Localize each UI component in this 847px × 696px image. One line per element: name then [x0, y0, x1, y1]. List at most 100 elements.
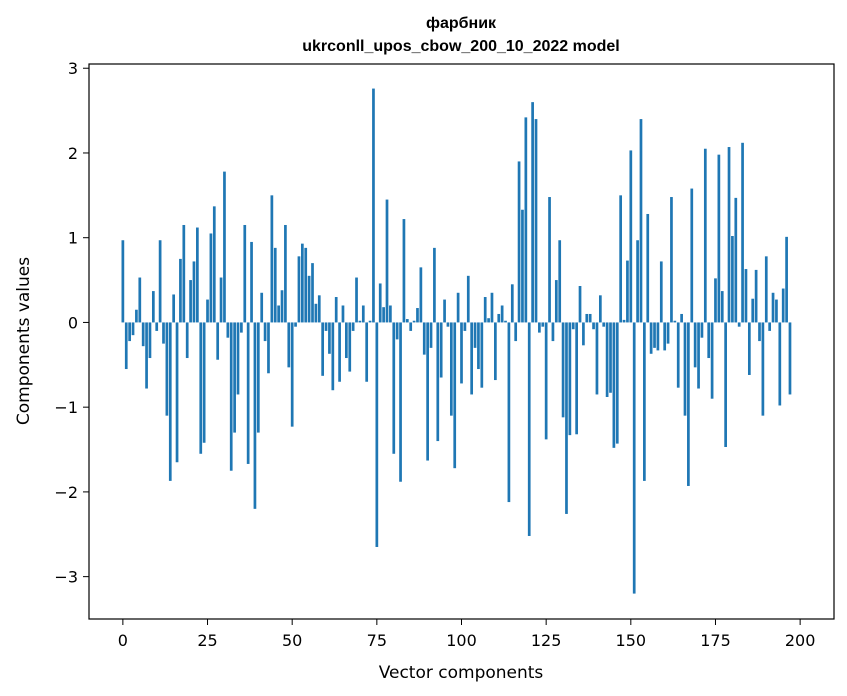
bar-component-138: [588, 313, 592, 323]
x-tick-label-100: 100: [446, 631, 477, 650]
bar-component-92: [433, 247, 436, 323]
bar-component-148: [622, 319, 626, 323]
bar-component-15: [172, 294, 176, 323]
bar-component-35: [240, 322, 243, 333]
bar-component-133: [571, 322, 575, 330]
bar-component-91: [429, 322, 433, 348]
bar-component-172: [703, 148, 707, 323]
bar-component-139: [592, 322, 595, 330]
bar-component-51: [294, 322, 297, 327]
bar-component-123: [538, 322, 541, 333]
bar-component-82: [399, 322, 402, 482]
bar-component-61: [328, 322, 331, 354]
bar-component-50: [290, 322, 294, 427]
bar-component-197: [788, 322, 792, 395]
bar-component-65: [341, 305, 345, 323]
bar-component-28: [216, 322, 220, 360]
bar-component-75: [375, 322, 379, 547]
bar-component-10: [155, 322, 159, 331]
bar-component-13: [165, 322, 169, 416]
bar-component-107: [483, 297, 487, 323]
bar-component-100: [460, 322, 463, 384]
x-axis-label: Vector components: [379, 663, 544, 683]
bar-component-83: [402, 219, 406, 323]
bar-component-38: [250, 241, 253, 323]
bar-component-150: [629, 150, 633, 323]
bar-component-40: [256, 322, 260, 433]
bar-component-12: [162, 322, 165, 344]
bar-component-88: [419, 267, 423, 323]
bar-component-178: [724, 322, 727, 447]
bar-component-74: [372, 88, 375, 323]
bar-component-169: [693, 322, 697, 368]
bar-component-175: [714, 278, 717, 323]
chart-subtitle: ukrconll_upos_cbow_200_10_2022 model: [302, 38, 619, 55]
bar-component-22: [196, 227, 199, 323]
bar-series: [121, 88, 792, 594]
x-tick-label-75: 75: [367, 631, 387, 650]
bar-component-118: [521, 209, 524, 323]
bar-component-111: [497, 313, 501, 323]
bar-component-52: [297, 256, 301, 323]
bar-component-26: [209, 233, 213, 323]
bar-component-142: [602, 322, 606, 327]
bar-component-147: [619, 195, 623, 323]
bar-component-24: [202, 322, 206, 443]
bar-component-152: [636, 240, 639, 323]
bar-component-68: [351, 322, 355, 331]
bar-component-1: [124, 322, 128, 370]
bar-component-194: [778, 322, 782, 406]
bar-component-20: [189, 280, 192, 323]
bar-component-3: [131, 322, 135, 336]
bar-component-174: [710, 322, 714, 399]
bar-component-101: [463, 322, 467, 331]
bar-component-146: [615, 322, 619, 444]
bar-component-45: [273, 247, 277, 323]
bar-component-19: [185, 322, 189, 359]
bar-component-42: [263, 322, 267, 342]
y-axis-ticks: −3 −2 −1 0 1 2 3: [54, 59, 89, 587]
bar-component-18: [182, 224, 186, 323]
bar-component-115: [510, 284, 514, 323]
bar-component-60: [324, 322, 328, 331]
bar-component-98: [453, 322, 457, 469]
bar-component-124: [541, 322, 545, 327]
bar-component-27: [212, 206, 216, 323]
y-tick-label-2: 2: [68, 144, 78, 163]
bar-component-149: [626, 260, 629, 323]
bar-component-25: [206, 299, 209, 323]
x-tick-label-25: 25: [197, 631, 217, 650]
bar-component-29: [219, 277, 223, 323]
bar-component-137: [585, 313, 589, 323]
bar-component-63: [334, 297, 338, 323]
bar-component-53: [300, 243, 304, 323]
bar-component-188: [758, 322, 761, 342]
bar-component-58: [317, 295, 321, 323]
bar-component-14: [168, 322, 172, 481]
bar-component-16: [175, 322, 179, 463]
bar-component-185: [747, 322, 751, 375]
bar-component-95: [443, 299, 446, 323]
bar-component-170: [697, 322, 700, 389]
bar-component-166: [683, 322, 687, 416]
bar-component-4: [135, 309, 138, 323]
bar-component-9: [151, 291, 155, 323]
bar-component-47: [280, 290, 284, 323]
bar-component-156: [649, 322, 653, 354]
bar-component-86: [412, 320, 416, 323]
bar-component-154: [643, 322, 646, 481]
bar-component-7: [145, 322, 148, 389]
bar-component-122: [534, 119, 538, 323]
bar-component-180: [731, 236, 734, 323]
bar-component-46: [277, 305, 280, 323]
bar-component-36: [243, 224, 247, 323]
bar-component-120: [527, 322, 531, 536]
bar-component-108: [487, 318, 490, 323]
bar-component-67: [348, 322, 352, 372]
bar-component-176: [717, 154, 721, 323]
x-tick-label-175: 175: [700, 631, 731, 650]
bar-component-76: [378, 283, 382, 323]
bar-component-41: [260, 292, 264, 323]
bar-component-114: [507, 322, 511, 503]
